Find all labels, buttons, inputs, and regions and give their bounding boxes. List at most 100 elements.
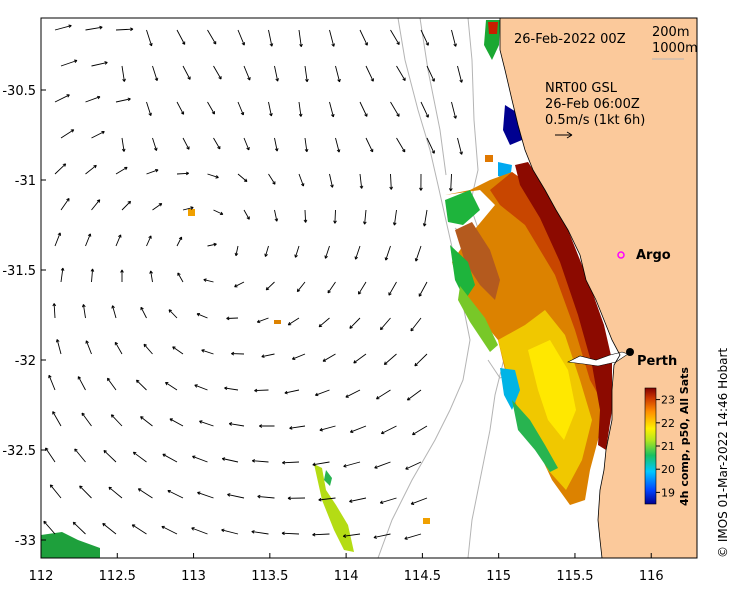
coastline — [499, 18, 621, 558]
x-tick-label: 116 — [639, 569, 664, 584]
current-arrow — [120, 269, 124, 282]
current-arrow — [420, 29, 429, 46]
current-arrow — [362, 209, 367, 225]
current-arrow — [406, 389, 422, 401]
current-arrow — [137, 488, 153, 499]
current-arrow — [418, 281, 428, 297]
current-arrow — [294, 245, 300, 258]
current-arrow — [268, 29, 274, 47]
current-arrow — [333, 209, 337, 224]
current-arrow — [376, 389, 391, 400]
current-arrow — [79, 485, 92, 499]
current-arrow — [318, 497, 336, 502]
current-arrow — [176, 171, 190, 176]
plot-frame — [40, 17, 698, 559]
current-arrow — [121, 65, 126, 82]
current-arrow — [48, 374, 56, 391]
current-arrow — [365, 65, 374, 82]
current-arrow — [114, 341, 123, 355]
x-tick-label: 114.5 — [404, 569, 441, 584]
current-arrow — [146, 168, 159, 175]
colorbar-tick-label: 23 — [661, 394, 675, 407]
current-arrow — [256, 317, 269, 324]
current-arrow — [410, 317, 422, 332]
colorbar — [644, 387, 657, 505]
current-arrow — [227, 493, 245, 499]
current-arrow — [176, 236, 183, 247]
current-arrow — [281, 531, 300, 536]
current-arrow — [85, 25, 103, 31]
current-arrow — [251, 459, 269, 463]
current-arrow — [115, 27, 134, 32]
current-arrow — [298, 173, 305, 187]
credit-text: © IMOS 01-Mar-2022 14:46 Hobart — [716, 348, 730, 558]
current-arrow — [77, 376, 86, 391]
current-arrow — [207, 29, 217, 45]
current-arrow — [274, 209, 279, 222]
current-arrow — [55, 339, 62, 355]
current-arrow — [414, 353, 428, 367]
current-arrow — [237, 101, 245, 116]
current-arrow — [168, 309, 178, 319]
y-tick-label: -32.5 — [2, 444, 36, 459]
colorbar-ticks: 23 22 21 20 19 — [656, 394, 675, 499]
current-arrow — [335, 137, 341, 153]
current-arrow — [304, 65, 309, 83]
colorbar-tick-label: 19 — [661, 486, 675, 499]
current-arrow — [353, 353, 367, 364]
argo-label: Argo — [636, 248, 671, 263]
current-arrow — [54, 232, 62, 247]
current-arrow — [207, 173, 219, 179]
x-axis: 112 112.5 113 113.5 114 114.5 115 115.5 116 — [29, 553, 664, 584]
current-arrow — [264, 245, 269, 257]
current-arrow — [91, 199, 101, 211]
current-arrow — [426, 137, 435, 154]
current-arrow — [60, 267, 65, 283]
x-tick-label: 115.5 — [556, 569, 593, 584]
current-arrow — [226, 316, 239, 321]
current-arrow — [287, 317, 300, 326]
current-arrow — [383, 353, 397, 366]
current-arrow — [85, 340, 92, 355]
current-arrow — [152, 65, 159, 82]
vector-scale-arrow — [555, 131, 573, 139]
current-arrow — [60, 197, 70, 211]
current-arrow — [254, 388, 269, 393]
x-tick-label: 113 — [181, 569, 206, 584]
current-arrow — [121, 200, 132, 211]
current-arrow — [389, 173, 394, 190]
current-arrow — [43, 520, 56, 535]
current-arrow — [265, 281, 275, 291]
current-arrow — [358, 281, 367, 295]
current-arrow — [52, 411, 62, 427]
current-arrow — [349, 425, 367, 434]
current-arrow — [289, 425, 306, 430]
current-arrow — [327, 281, 336, 294]
current-arrow — [345, 389, 361, 398]
current-arrow — [322, 353, 336, 362]
current-arrow — [379, 497, 397, 505]
current-arrow — [60, 129, 75, 139]
current-arrow — [291, 353, 306, 361]
current-arrow — [132, 451, 147, 463]
perth-marker — [626, 348, 634, 356]
current-arrow — [422, 209, 428, 227]
current-arrow — [457, 137, 463, 155]
current-arrow — [251, 530, 269, 535]
current-arrow — [234, 281, 245, 288]
current-arrow — [284, 389, 300, 395]
current-arrow — [410, 497, 428, 505]
current-arrow — [392, 209, 397, 226]
current-arrow — [207, 101, 215, 115]
contour-shallow-label: 200m — [652, 25, 689, 40]
current-arrow — [261, 353, 275, 358]
current-arrow — [165, 381, 178, 391]
current-arrow — [146, 235, 152, 247]
argo-marker — [617, 251, 625, 259]
current-arrow — [199, 420, 214, 427]
current-arrow — [243, 137, 250, 151]
colorbar-tick-label: 20 — [661, 463, 675, 476]
current-arrow — [85, 233, 92, 247]
current-arrow — [329, 29, 335, 47]
